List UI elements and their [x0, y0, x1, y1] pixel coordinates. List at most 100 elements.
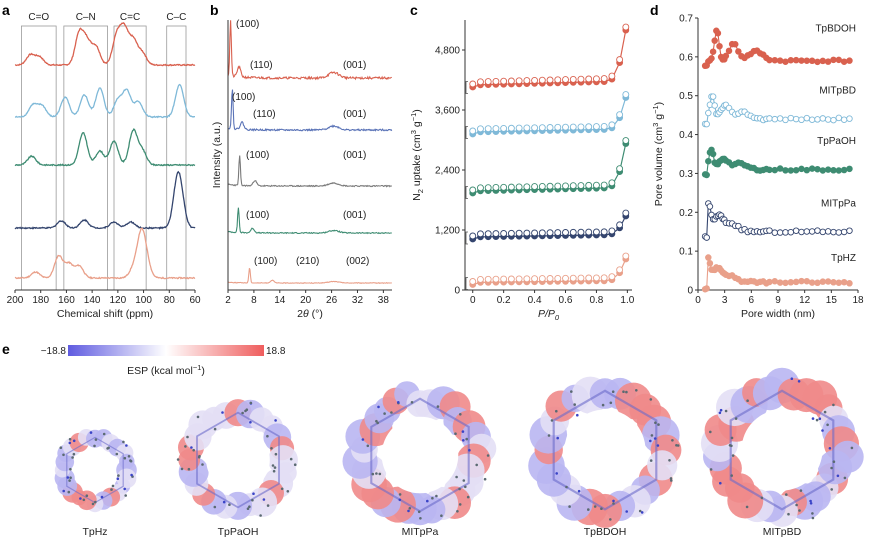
esp-atom-tpbdoh-32	[671, 439, 674, 442]
isotherm-point-des-mitpbd-14	[577, 123, 585, 131]
esp-axis-label: ESP (kcal mol−1)	[127, 363, 205, 377]
esp-atom-tppaoh-27	[289, 457, 293, 461]
isotherm-point-des-tppaoh-9	[538, 182, 546, 190]
xrd-peak-label-mitpbd-100: (100)	[232, 92, 255, 103]
a-xtick-label-60: 60	[189, 295, 201, 306]
isotherm-point-des-mitpbd-15	[585, 123, 593, 131]
panel-b: b (100) (110) (001) (100) (110) (001) (100) (00…	[210, 2, 393, 320]
esp-atom-tpbdoh-39	[649, 398, 653, 401]
esp-structure-tpbdoh: TpBDOH	[528, 376, 682, 538]
isotherm-point-des-mitpbd-20	[622, 91, 630, 98]
isotherm-point-des-tpbdoh-15	[585, 75, 593, 83]
isotherm-point-des-mitppa-11	[554, 229, 562, 237]
region-label-c-o: C=O	[28, 12, 49, 23]
esp-atom-tppaoh-12	[222, 500, 226, 504]
isotherm-point-des-tppaoh-15	[585, 181, 593, 189]
esp-atom-mitpbd-21	[811, 417, 815, 420]
psd-point-mitpbd-29	[776, 115, 784, 122]
esp-atom-mitppa-5	[408, 507, 412, 510]
isotherm-point-des-mitppa-17	[600, 228, 608, 236]
isotherm-point-des-mitppa-3	[492, 230, 500, 238]
psd-point-tpbdoh-5	[709, 48, 717, 55]
psd-point-mitpbd-40	[835, 114, 843, 122]
esp-atom-mitpbd-5	[809, 499, 812, 503]
b-x-axis-label: 2θ (°)	[297, 308, 323, 320]
isotherm-point-des-tppaoh-1	[477, 184, 484, 192]
isotherm-point-des-mitpbd-8	[531, 124, 539, 132]
esp-atom-mitpbd-1	[843, 476, 847, 480]
esp-atom-tpbdoh-26	[669, 477, 673, 480]
panel-label-a: a	[2, 2, 10, 18]
esp-atom-tphz-39	[94, 438, 98, 441]
c-ylabel-p6: )	[411, 109, 423, 113]
psd-point-mitppa-33	[798, 228, 805, 236]
psd-point-tpbdoh-31	[787, 56, 795, 64]
psd-point-tphz-2	[705, 254, 712, 261]
psd-point-tphz-34	[803, 277, 811, 285]
isotherm-point-des-tpbdoh-7	[523, 77, 531, 85]
esp-atom-mitppa-11	[390, 411, 393, 414]
esp-atom-mitppa-27	[475, 463, 479, 467]
psd-point-tppaoh-28	[771, 166, 779, 174]
isotherm-point-des-mitppa-10	[546, 229, 554, 237]
c-xlabel-main: P/P	[538, 308, 555, 320]
isotherm-point-des-tpbdoh-4	[500, 77, 508, 85]
esp-atom-mitppa-35	[398, 493, 402, 496]
isotherm-point-des-tphz-11	[554, 274, 562, 282]
esp-atom-tppaoh-10	[192, 448, 195, 452]
esp-atom-tphz-10	[107, 446, 110, 450]
esp-atom-tpbdoh-27	[656, 444, 660, 447]
esp-atom-tppaoh-22	[213, 505, 217, 509]
psd-point-tpbdoh-39	[830, 56, 837, 64]
c-xtick-label-1-0: 1.0	[620, 295, 634, 306]
esp-framework-tppaoh	[196, 411, 280, 509]
psd-point-mitppa-42	[846, 227, 853, 234]
xrd-peak-label-tppaoh-100: (100)	[246, 150, 269, 161]
esp-atom-mitpbd-39	[795, 503, 798, 507]
isotherm-point-des-mitpbd-7	[523, 124, 531, 132]
psd-point-tphz-38	[824, 278, 832, 285]
psd-point-tpbdoh-35	[808, 57, 816, 65]
psd-point-tppaoh-2	[705, 157, 712, 165]
esp-atom-tppaoh-33	[228, 503, 231, 507]
isotherm-point-des-tphz-2	[484, 275, 492, 283]
psd-point-tphz-3	[706, 260, 714, 267]
psd-point-tpbdoh-8	[714, 29, 722, 37]
d-ylabel-p2: g	[653, 114, 665, 123]
esp-atom-tphz-35	[68, 441, 72, 445]
psd-point-mitpbd-42	[846, 115, 853, 122]
isotherm-point-des-mitppa-5	[507, 229, 515, 237]
c-ylabel-p5: −1	[409, 113, 418, 122]
psd-point-tpbdoh-37	[819, 57, 827, 65]
esp-atom-tpbdoh-19	[609, 401, 613, 405]
esp-atom-tppaoh-3	[273, 466, 277, 469]
c-xtick-label-0-2: 0.2	[497, 295, 511, 306]
esp-atom-mitppa-16	[417, 510, 421, 514]
esp-surface-blob-tppaoh-23	[275, 462, 297, 484]
psd-point-mitpbd-39	[830, 116, 837, 124]
nmr-line-tppaoh	[14, 128, 196, 167]
esp-atom-tppaoh-5	[271, 464, 275, 467]
psd-point-tphz-1	[703, 285, 710, 292]
d-ytick-label-0: 0	[687, 286, 693, 297]
esp-atom-mitpbd-32	[818, 417, 822, 421]
isotherm-point-des-tpbdoh-3	[492, 77, 500, 85]
esp-atom-tphz-28	[125, 444, 128, 447]
isotherm-point-des-mitpbd-12	[562, 123, 569, 131]
esp-pore-mitppa	[381, 416, 459, 494]
esp-atom-tpbdoh-12	[638, 509, 642, 513]
esp-atom-tppaoh-20	[272, 469, 276, 473]
isotherm-point-des-tpbdoh-14	[577, 75, 585, 83]
psd-label-mitpbd: MITpBD	[819, 86, 856, 97]
xrd-line-mitpbd	[228, 89, 393, 132]
esp-atom-tphz-30	[85, 494, 89, 498]
c-y-axis-label: N2 uptake (cm3 g−1)	[409, 109, 425, 201]
esp-atom-tppaoh-32	[266, 434, 269, 438]
psd-point-tpbdoh-13	[722, 52, 730, 60]
psd-point-mitppa-31	[787, 228, 795, 236]
c-x-axis-label: P/P0	[538, 308, 560, 322]
isotherm-point-des-tpbdoh-18	[608, 72, 616, 80]
psd-point-mitpbd-6	[711, 102, 718, 109]
esp-structure-mitppa: MITpPa	[342, 381, 497, 538]
